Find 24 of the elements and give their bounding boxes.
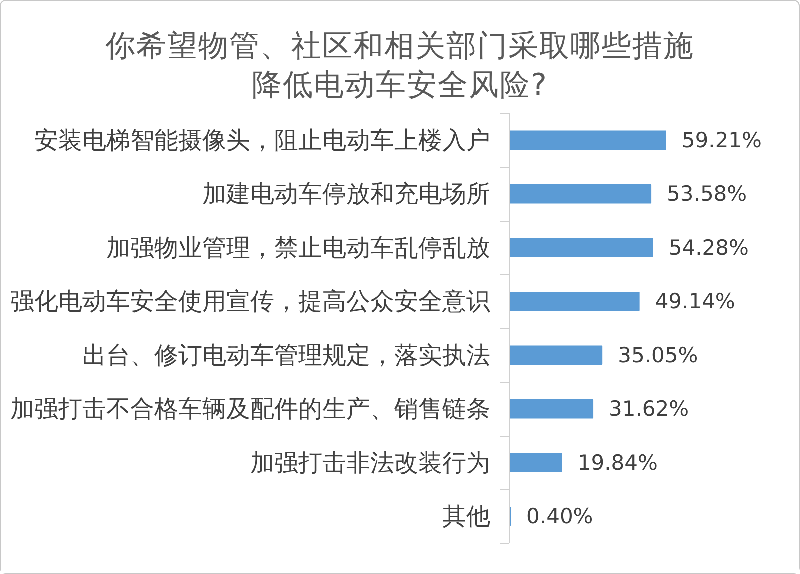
y-tick-label: 加建电动车停放和充电场所 — [202, 180, 490, 208]
data-label: 19.84% — [578, 450, 658, 475]
bar — [510, 453, 562, 473]
bar — [510, 292, 640, 312]
y-tick-label: 其他 — [442, 502, 490, 531]
data-label: 49.14% — [655, 290, 736, 314]
data-label: 35.05% — [618, 343, 698, 368]
y-tick-label: 出台、修订电动车管理规定，落实执法 — [82, 341, 490, 370]
data-label: 31.62% — [609, 397, 690, 422]
y-tick-label: 强化电动车安全使用宣传，提高公众安全意识 — [10, 288, 490, 316]
data-label: 59.21% — [682, 128, 762, 152]
data-label: 54.28% — [668, 236, 749, 260]
bar — [510, 346, 603, 366]
data-label: 0.40% — [526, 504, 594, 529]
bar — [510, 399, 594, 419]
bar — [510, 238, 654, 258]
bar — [510, 130, 666, 150]
y-tick-label: 安装电梯智能摄像头，阻止电动车上楼入户 — [34, 126, 490, 154]
y-tick-label: 加强物业管理，禁止电动车乱停乱放 — [106, 234, 490, 262]
chart-title: 你希望物管、社区和相关部门采取哪些措施降低电动车安全风险? — [104, 28, 696, 105]
y-tick-label: 加强打击不合格车辆及配件的生产、销售链条 — [10, 395, 490, 424]
y-tick-label: 加强打击非法改装行为 — [250, 448, 490, 477]
data-label: 53.58% — [667, 182, 748, 206]
bar — [510, 184, 652, 204]
